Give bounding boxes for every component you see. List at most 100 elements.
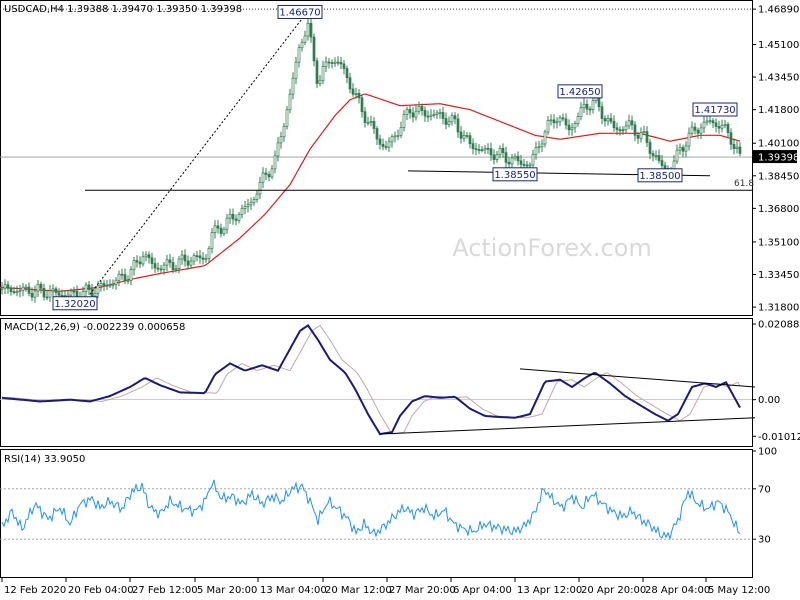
candle (189, 256, 193, 268)
candle-body (378, 138, 382, 145)
candle-body (219, 227, 223, 234)
watermark: ActionForex.com (452, 234, 652, 262)
candle-body (477, 149, 481, 151)
candle (288, 88, 292, 114)
candle-body (663, 165, 667, 169)
candle-body (636, 134, 640, 139)
candle-body (27, 286, 31, 294)
candle-body (690, 126, 694, 134)
candle (120, 268, 124, 280)
candle-body (198, 255, 202, 259)
candle (732, 138, 736, 155)
candle-body (117, 273, 121, 281)
candle (249, 197, 253, 211)
candle-body (129, 269, 133, 281)
candle-body (132, 260, 136, 271)
candle (432, 109, 436, 118)
candle (390, 134, 394, 148)
candle-body (558, 117, 562, 123)
candle (618, 126, 622, 136)
candle (624, 120, 628, 134)
level-box (52, 296, 98, 311)
candle (651, 150, 655, 162)
candle (6, 280, 10, 294)
candle (39, 281, 43, 294)
candle-body (462, 135, 466, 139)
candle-body (18, 290, 22, 292)
candle-body (561, 117, 565, 120)
price-tick-label: 1.31800 (758, 303, 799, 314)
candle-body (309, 22, 313, 38)
candle-body (684, 145, 688, 152)
candle (414, 105, 418, 121)
candle (324, 56, 328, 73)
candle-body (99, 283, 103, 287)
time-tick-label: 13 Mar 04:00 (260, 585, 327, 596)
current-price-marker: 1.39398 (753, 150, 799, 164)
candle (138, 256, 142, 269)
candle (150, 252, 154, 270)
candle-body (627, 120, 631, 127)
candle (630, 115, 634, 130)
candle-body (591, 100, 595, 111)
candle-body (618, 129, 622, 132)
candle-body (537, 146, 541, 149)
candle (462, 130, 466, 142)
candle-body (645, 131, 649, 143)
candle-body (42, 287, 46, 298)
candle (411, 107, 415, 123)
candle-body (192, 255, 196, 262)
candle (708, 116, 712, 125)
level-box (277, 4, 323, 19)
candle-body (249, 201, 253, 206)
candle (84, 282, 88, 298)
candle-body (324, 61, 328, 67)
candle (42, 283, 46, 301)
candle (375, 126, 379, 145)
candle (402, 109, 406, 132)
candle-body (420, 106, 424, 111)
candle (495, 150, 499, 163)
candle-body (492, 154, 496, 160)
candle (459, 126, 463, 144)
candle-body (729, 132, 733, 145)
candle (246, 198, 250, 213)
candle-body (555, 121, 559, 124)
candle-body (432, 114, 436, 116)
candle (45, 291, 49, 301)
candle (177, 256, 181, 274)
candle-body (393, 135, 397, 138)
candle-body (699, 127, 703, 134)
candle-body (582, 103, 586, 109)
candle (687, 127, 691, 151)
candle-body (183, 254, 187, 262)
candle-body (240, 208, 244, 215)
candle-body (732, 143, 736, 149)
candle-body (705, 120, 709, 123)
candle-body (303, 35, 307, 43)
candle (174, 264, 178, 273)
candle-body (174, 268, 178, 270)
candle-body (228, 213, 232, 219)
candle-body (495, 154, 499, 160)
price-tick-label: 1.33450 (758, 270, 799, 281)
candle (612, 115, 616, 132)
candle-body (504, 152, 508, 163)
candle-body (399, 127, 403, 136)
candle (648, 138, 652, 160)
candle-body (573, 123, 577, 129)
candle (3, 279, 7, 294)
candle-body (543, 131, 547, 145)
time-tick-label: 12 Feb 2020 (4, 585, 66, 596)
candle-body (540, 143, 544, 148)
level-label: 1.32020 (52, 296, 98, 311)
candle (267, 171, 271, 182)
candle (504, 146, 508, 169)
candle (723, 119, 727, 129)
candle-body (225, 217, 229, 230)
candle (408, 105, 412, 119)
candle (720, 119, 724, 133)
candle-body (285, 109, 289, 127)
time-tick-label: 20 Apr 20:00 (581, 585, 646, 596)
candle (372, 116, 376, 134)
